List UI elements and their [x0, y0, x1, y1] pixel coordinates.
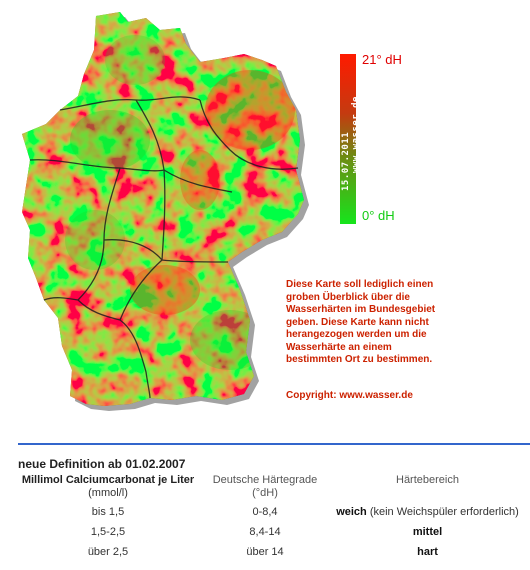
cell-dh: über 14	[246, 546, 284, 558]
cell-dh: 8,4-14	[249, 526, 281, 538]
cell-mmol: bis 1,5	[91, 506, 125, 518]
hardness-table: Millimol Calciumcarbonat je Liter (mmol/…	[18, 472, 523, 562]
legend-watermark: 15.07.2011 www.wasser.de	[341, 96, 361, 192]
cell-range: hart	[417, 546, 438, 558]
map-disclaimer: Diese Karte soll lediglich einen groben …	[286, 279, 436, 365]
state-borders	[29, 96, 299, 399]
definition-title: neue Definition ab 01.02.2007	[18, 457, 186, 471]
map-graphic	[22, 12, 309, 411]
cell-mmol: 1,5-2,5	[90, 526, 126, 538]
section-divider	[18, 443, 530, 445]
cell-mmol: über 2,5	[87, 546, 129, 558]
column-range: Härtebereich	[396, 474, 459, 486]
copyright-text: Copyright: www.wasser.de	[286, 390, 413, 401]
column-dh: Deutsche Härtegrade (°dH)	[212, 474, 318, 499]
legend-gradient-bar	[340, 54, 356, 224]
table-row: 1,5-2,5 8,4-14 mittel	[18, 522, 523, 542]
cell-range: weich (kein Weichspüler erforderlich)	[336, 506, 519, 518]
legend-min-label: 0° dH	[362, 208, 395, 223]
cell-range: mittel	[412, 526, 443, 538]
table-row: über 2,5 über 14 hart	[18, 542, 523, 562]
germany-water-hardness-map: 15.07.2011 www.wasser.de 21° dH 0° dH Di…	[22, 12, 436, 411]
table-row: bis 1,5 0-8,4 weich (kein Weichspüler er…	[18, 502, 523, 522]
table-header-row: Millimol Calciumcarbonat je Liter (mmol/…	[18, 472, 523, 502]
legend-max-label: 21° dH	[362, 52, 402, 67]
column-mmol: Millimol Calciumcarbonat je Liter (mmol/…	[21, 474, 195, 499]
cell-dh: 0-8,4	[252, 506, 278, 518]
